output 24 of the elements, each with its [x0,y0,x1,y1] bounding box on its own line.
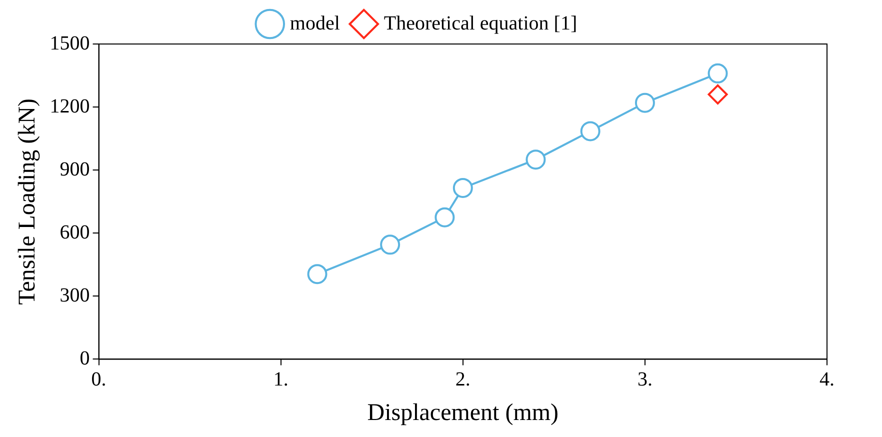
y-axis-title: Tensile Loading (kN) [14,98,41,305]
x-tick-label: 2. [455,368,470,390]
x-tick-label: 0. [91,368,106,390]
x-axis-title: Displacement (mm) [367,400,559,426]
point [634,92,655,113]
point [708,84,728,104]
y-tick-label: 0 [80,347,90,370]
point [708,63,728,84]
point [526,150,546,170]
point [380,234,400,255]
point [434,207,455,228]
y-tick-label: 600 [60,221,90,244]
point [580,121,600,142]
x-tick-label: 1. [273,368,288,390]
point [452,178,473,198]
y-tick-label: 1500 [50,32,90,54]
y-tick-label: 300 [60,284,90,306]
x-tick-label: 3. [637,368,652,390]
x-tick-label: 4. [820,368,834,390]
point [307,264,328,284]
y-tick-label: 1200 [50,95,90,118]
y-tick-label: 900 [60,158,90,180]
legend-label: model [290,12,340,34]
legend-label: Theoretical equation [1] [384,12,578,34]
